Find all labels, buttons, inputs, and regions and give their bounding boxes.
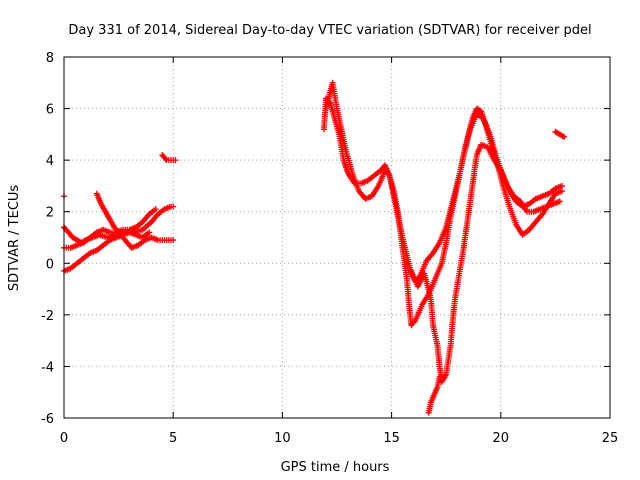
data-point [561,133,568,140]
series-layer [61,79,568,416]
y-tick-label: 6 [46,103,54,118]
y-tick-label: -2 [41,309,54,324]
series-track-i [408,141,563,385]
data-point [556,198,563,205]
y-tick-label: 8 [46,51,54,66]
y-tick-label: 0 [46,257,54,272]
data-point [385,171,392,178]
data-point [411,318,418,325]
series-track-d [61,229,153,274]
y-tick-label: 4 [46,154,54,169]
y-tick-label: -6 [41,412,54,427]
data-point [558,188,565,195]
series-track-k [552,128,568,140]
chart-title: Day 331 of 2014, Sidereal Day-to-day VTE… [68,23,591,38]
series-track-c [61,206,159,251]
data-point [162,155,169,162]
x-tick-label: 20 [493,431,510,446]
plot-frame [63,56,611,419]
data-point [172,157,179,164]
x-axis-label: GPS time / hours [281,460,390,475]
x-tick-label: 15 [383,431,400,446]
ticks: 0 5 10 15 20 25 -6 -4 -2 0 2 4 6 8 [41,51,618,446]
data-point [170,203,177,210]
x-tick-label: 25 [602,431,619,446]
data-point [152,206,159,213]
data-point [558,182,565,189]
data-point [170,237,177,244]
y-tick-label: 2 [46,206,54,221]
data-point [436,373,443,380]
y-tick-label: -4 [41,360,54,375]
series-track-f [159,152,179,164]
x-tick-label: 5 [169,431,177,446]
x-tick-label: 0 [60,431,68,446]
series-track-j [425,373,443,416]
data-point [146,229,153,236]
y-axis-label: SDTVAR / TECUs [7,185,22,292]
series-track-h [323,79,565,329]
x-tick-label: 10 [274,431,291,446]
